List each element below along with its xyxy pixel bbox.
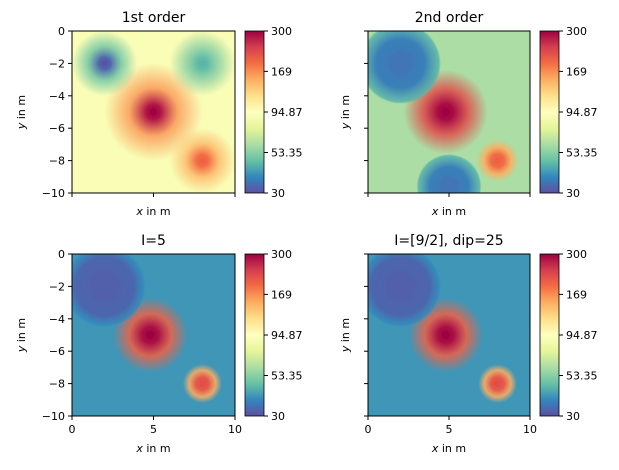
colorbar-tick-label: 300 <box>566 25 587 38</box>
anomaly-core <box>89 271 120 302</box>
colorbar-tick-label: 169 <box>566 65 587 78</box>
colorbar-tick-label: 169 <box>566 288 587 301</box>
anomaly-core <box>441 330 450 340</box>
chart-title: I=5 <box>141 233 166 249</box>
colorbar-tick-label: 53.35 <box>271 146 303 159</box>
anomaly-core <box>149 108 158 116</box>
colorbar-gradient <box>539 253 560 417</box>
colorbar-tick-label: 94.87 <box>271 106 303 119</box>
colorbar-tick-label: 30 <box>566 410 580 423</box>
colorbar-tick-label: 300 <box>566 248 587 261</box>
y-tick-label: −4 <box>49 90 65 103</box>
colorbar-tick-label: 53.35 <box>566 369 598 382</box>
anomaly-core <box>101 60 108 67</box>
colorbar: 300 169 94.87 53.35 30 <box>539 25 598 200</box>
heatmap-field <box>368 31 530 193</box>
colorbar: 300 169 94.87 53.35 30 <box>539 248 598 423</box>
chart-title: 2nd order <box>415 10 484 26</box>
x-axis-label: x in m <box>431 205 466 218</box>
chart-title: 1st order <box>122 10 186 26</box>
y-axis-label: y in m <box>339 95 352 130</box>
y-tick-label: −6 <box>49 345 65 358</box>
anomaly-core <box>439 176 459 193</box>
colorbar-tick-label: 30 <box>271 410 285 423</box>
colorbar: 300 169 94.87 53.35 30 <box>244 248 303 423</box>
colorbar-gradient <box>244 253 265 417</box>
y-tick-label: −8 <box>49 155 65 168</box>
heatmap-field <box>368 254 530 416</box>
y-tick-label: −10 <box>42 187 65 200</box>
colorbar-tick-label: 300 <box>271 25 292 38</box>
x-tick-label: 0 <box>69 423 76 436</box>
y-tick-label: −10 <box>42 410 65 423</box>
colorbar-tick-label: 169 <box>271 65 292 78</box>
y-tick-label: −4 <box>49 313 65 326</box>
anomaly-core <box>494 380 501 387</box>
x-tick-label: 10 <box>523 423 537 436</box>
y-tick-label: −6 <box>49 122 65 135</box>
y-tick-label: −2 <box>49 57 65 70</box>
colorbar: 300 169 94.87 53.35 30 <box>244 25 303 200</box>
panel-1: 1st order 0 −2 −4 −6 −8 −10 x in m y in m 300 169 9… <box>15 10 303 218</box>
panel-4: I=[9/2], dip=25 0 5 10 x in m y in m 300 169 94.… <box>339 233 598 455</box>
y-tick-label: 0 <box>58 25 65 38</box>
y-tick-label: −8 <box>49 378 65 391</box>
x-tick-label: 10 <box>228 423 242 436</box>
colorbar-tick-label: 30 <box>271 187 285 200</box>
field-anomaly <box>416 154 482 193</box>
colorbar-tick-label: 53.35 <box>271 369 303 382</box>
y-axis-label: y in m <box>15 318 28 353</box>
anomaly-core <box>199 60 206 67</box>
colorbar-tick-label: 53.35 <box>566 146 598 159</box>
colorbar-gradient <box>539 30 560 194</box>
y-tick-label: −2 <box>49 280 65 293</box>
colorbar-tick-label: 94.87 <box>566 329 598 342</box>
y-tick-label: 0 <box>58 248 65 261</box>
x-axis-label: x in m <box>135 442 170 455</box>
colorbar-gradient <box>244 30 265 194</box>
heatmap-field <box>72 254 235 416</box>
anomaly-core <box>441 107 450 117</box>
anomaly-core <box>199 380 206 387</box>
x-tick-label: 0 <box>365 423 372 436</box>
y-axis-label: y in m <box>339 318 352 353</box>
x-tick-label: 5 <box>150 423 157 436</box>
colorbar-tick-label: 94.87 <box>566 106 598 119</box>
heatmap-field <box>72 31 235 193</box>
x-axis-label: x in m <box>431 442 466 455</box>
y-axis-label: y in m <box>15 95 28 130</box>
panel-3: I=5 0 −2 −4 −6 −8 −10 0 5 10 x in m y in m 300 169 94.… <box>15 233 303 455</box>
chart-title: I=[9/2], dip=25 <box>394 233 503 249</box>
anomaly-core <box>199 157 206 164</box>
colorbar-tick-label: 30 <box>566 187 580 200</box>
anomaly-core <box>385 271 415 301</box>
colorbar-tick-label: 169 <box>271 288 292 301</box>
anomaly-core <box>146 330 155 340</box>
anomaly-core <box>388 51 413 76</box>
x-axis-label: x in m <box>135 205 170 218</box>
colorbar-tick-label: 94.87 <box>271 329 303 342</box>
anomaly-core <box>494 157 501 164</box>
colorbar-tick-label: 300 <box>271 248 292 261</box>
x-tick-label: 5 <box>446 423 453 436</box>
panel-2: 2nd order x in m y in m 300 169 94.87 53.35 30 <box>339 10 598 218</box>
